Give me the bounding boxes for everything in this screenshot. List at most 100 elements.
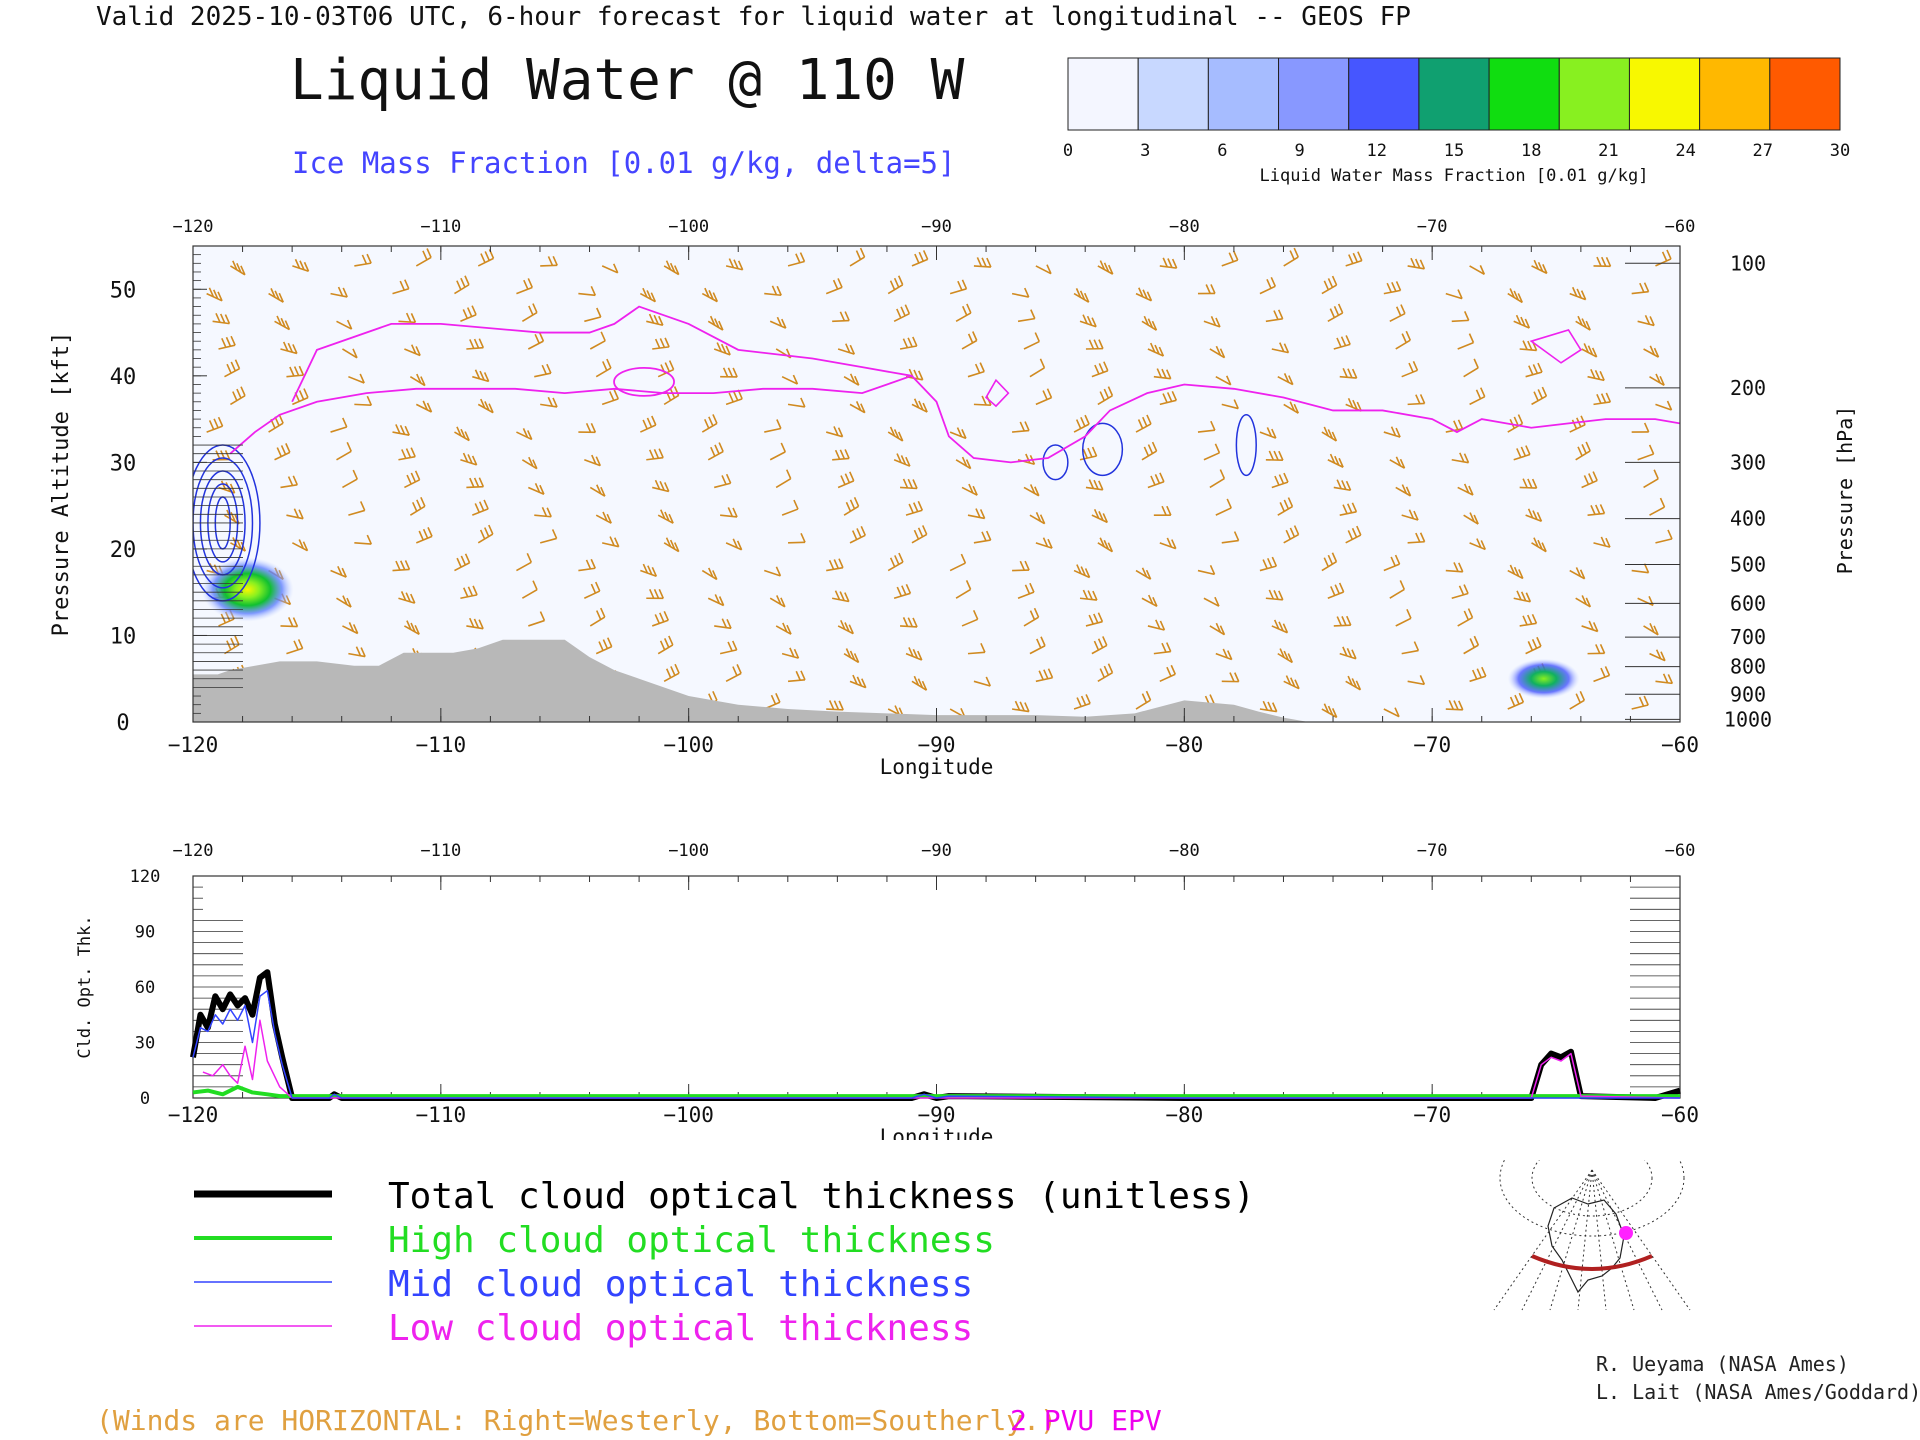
wind-barb [781,374,799,385]
wind-barb [1265,450,1284,462]
wind-barb [1587,504,1606,516]
wind-barb [1383,554,1401,572]
wind-barb [646,588,665,600]
wind-barb [1587,368,1605,382]
wind-barb [1593,392,1612,406]
wind-barb [1525,636,1542,655]
wind-barb [1085,612,1104,627]
wind-barb [454,553,471,572]
wind-barb [460,585,478,600]
wind-barb [1389,580,1406,599]
wind-barb [1655,673,1674,685]
wind-barb [1321,703,1338,719]
colorbar-swatch [1207,57,1280,131]
wind-barb [1463,512,1479,525]
wind-barb [392,560,411,572]
pressure-tick-label: 900 [1730,682,1766,706]
wind-barb [1593,536,1611,548]
wind-barb [1469,387,1486,406]
wind-barb [900,478,918,490]
liquid-water-blob [1507,658,1580,699]
wind-barb [1649,649,1666,662]
wind-barb [887,552,904,572]
colorbar-tick-label: 27 [1753,141,1773,161]
wind-barb [1221,399,1239,410]
x-tick-label: −70 [1413,733,1451,757]
wind-barb [1513,314,1531,329]
wind-barb [1271,619,1289,634]
wind-barb [657,635,674,655]
wind-barb [911,398,928,413]
wind-barb [521,303,538,322]
wind-barb [837,471,855,489]
wind-barb [1135,287,1153,302]
wind-barb [1649,373,1665,387]
pressure-tick-label: 200 [1730,376,1766,400]
wind-barb [1023,484,1040,497]
wind-barb [1395,330,1411,350]
wind-barb [973,676,992,687]
x-tick-label-top: −60 [1665,841,1696,861]
pressure-tick-label: 300 [1730,450,1766,474]
wind-barb [330,286,348,298]
wind-barb [354,253,372,267]
wind-barb [1097,260,1114,275]
legend-swatches [194,1190,332,1327]
wind-barb [1147,619,1166,631]
wind-barb [764,285,782,297]
wind-barb [1141,315,1158,331]
wind-barb [1569,690,1586,710]
x-tick-label: −120 [168,733,219,757]
wind-barb [893,304,911,323]
wind-barb [404,470,421,489]
wind-barb [949,553,967,572]
wind-barb [764,566,782,577]
wind-barb [589,331,606,350]
wind-barb [707,594,725,607]
wind-barb [949,427,967,440]
epv-line-upper [291,305,912,403]
wind-barb [1029,512,1046,525]
y-tick-label: 30 [110,451,137,476]
wind-barb [769,442,786,461]
wind-barb [1147,342,1165,357]
colorbar-swatch [1769,57,1841,131]
wind-barb [1469,666,1487,683]
wind-barb [720,367,738,378]
wind-barb [1203,443,1221,461]
wind-barb [955,580,972,599]
wind-barb [1209,622,1226,636]
wind-barb [583,581,601,599]
wind-barb [1333,615,1352,627]
wind-barb [578,422,597,434]
wind-barb [1525,508,1543,523]
epv-loop [613,366,675,397]
wind-barb [348,646,366,658]
wind-barb [1457,608,1474,627]
wind-barb [466,477,485,489]
wind-barb [280,341,298,355]
wind-barb [652,479,670,493]
wind-barb [589,484,606,497]
wind-barb [887,426,904,442]
wind-barb [1581,620,1599,633]
x-tick-label-top: −70 [1417,841,1448,861]
x-tick-label-top: −120 [173,217,214,237]
wind-barb [1345,675,1362,691]
wind-barb [601,536,620,548]
wind-barb [1463,635,1480,655]
wind-barb [832,311,850,323]
wind-barb [832,449,850,461]
upper-cross-section-chart: −120 −120 −110 −110 −100 −100 −90 −90 −80 −80 −70 −… [49,217,1857,779]
wind-barb [1333,335,1351,350]
wind-barb [1153,505,1172,516]
wind-barb [398,312,417,324]
wind-barb [1457,333,1475,350]
wind-barb [849,247,866,267]
epv-loop [1529,329,1582,364]
wind-barb [1283,525,1300,544]
x-tick-label-top: −90 [921,841,952,861]
wind-barb [404,620,420,636]
colorbar-tick-label: 18 [1521,141,1541,161]
x-tick-label: −120 [168,1103,219,1127]
